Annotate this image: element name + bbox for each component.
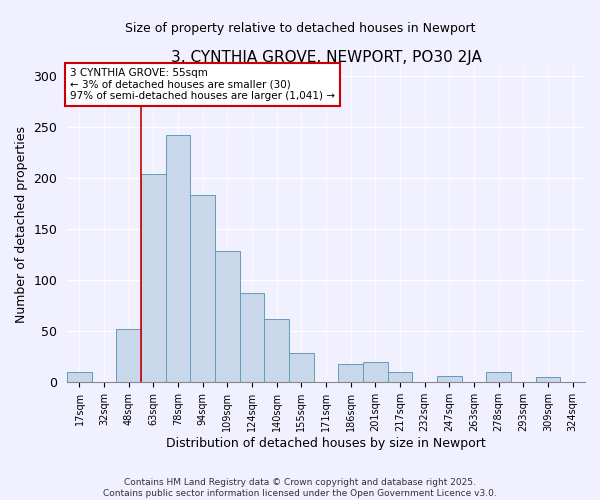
Bar xyxy=(166,134,190,382)
Bar xyxy=(487,372,511,382)
Bar xyxy=(265,319,289,382)
Bar xyxy=(338,364,363,382)
Bar xyxy=(67,372,92,382)
Bar xyxy=(141,174,166,382)
Bar xyxy=(116,330,141,382)
Bar xyxy=(240,292,265,382)
Bar xyxy=(437,376,462,382)
Bar xyxy=(363,362,388,382)
Bar xyxy=(536,377,560,382)
Text: Size of property relative to detached houses in Newport: Size of property relative to detached ho… xyxy=(125,22,475,35)
Bar xyxy=(190,194,215,382)
Bar xyxy=(289,353,314,382)
Bar xyxy=(388,372,412,382)
Text: 3 CYNTHIA GROVE: 55sqm
← 3% of detached houses are smaller (30)
97% of semi-deta: 3 CYNTHIA GROVE: 55sqm ← 3% of detached … xyxy=(70,68,335,101)
Text: Contains HM Land Registry data © Crown copyright and database right 2025.
Contai: Contains HM Land Registry data © Crown c… xyxy=(103,478,497,498)
Y-axis label: Number of detached properties: Number of detached properties xyxy=(15,126,28,323)
Title: 3, CYNTHIA GROVE, NEWPORT, PO30 2JA: 3, CYNTHIA GROVE, NEWPORT, PO30 2JA xyxy=(170,50,482,65)
X-axis label: Distribution of detached houses by size in Newport: Distribution of detached houses by size … xyxy=(166,437,486,450)
Bar xyxy=(215,251,240,382)
